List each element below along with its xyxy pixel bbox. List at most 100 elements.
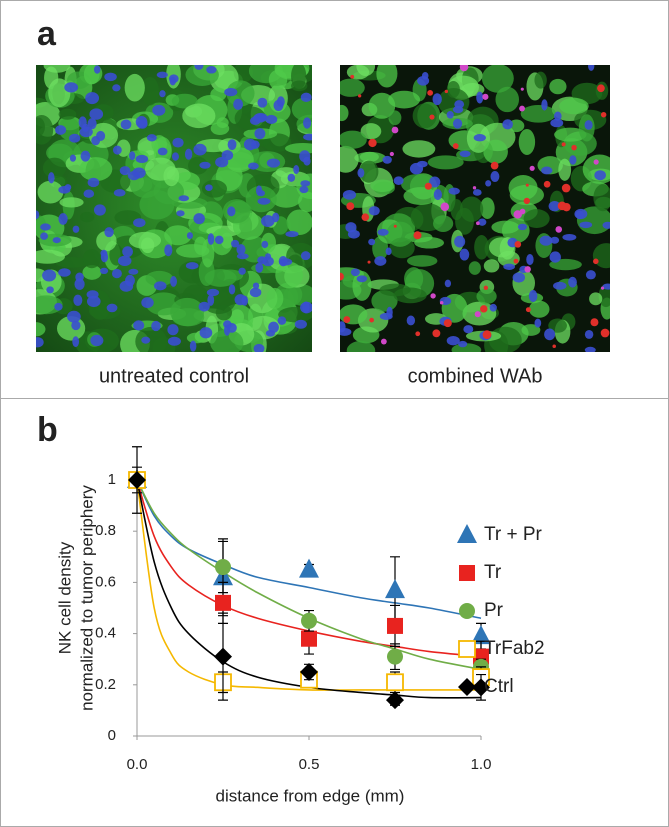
nk-cell bbox=[430, 293, 436, 299]
nucleus bbox=[170, 275, 177, 287]
nucleus bbox=[356, 275, 368, 283]
nucleus bbox=[476, 91, 484, 104]
nucleus bbox=[544, 328, 556, 341]
nucleus bbox=[417, 76, 430, 86]
nucleus bbox=[128, 268, 139, 275]
nk-cell bbox=[361, 213, 370, 221]
nk-cell bbox=[474, 311, 481, 318]
nucleus bbox=[368, 206, 380, 216]
nucleus bbox=[294, 319, 307, 329]
nk-cell bbox=[525, 307, 531, 313]
cell bbox=[42, 157, 67, 179]
nucleus bbox=[228, 284, 236, 295]
caption: combined WAb bbox=[408, 365, 543, 387]
nucleus bbox=[206, 288, 220, 297]
nucleus bbox=[503, 263, 515, 270]
nucleus bbox=[52, 237, 61, 244]
nucleus bbox=[478, 218, 487, 226]
nucleus bbox=[151, 320, 161, 332]
nucleus bbox=[253, 343, 265, 352]
cell bbox=[518, 128, 536, 155]
nk-cell bbox=[513, 258, 519, 264]
nucleus bbox=[207, 233, 215, 245]
nucleus bbox=[534, 318, 542, 328]
nucleus bbox=[69, 154, 77, 162]
nk-cell bbox=[597, 84, 605, 93]
nucleus bbox=[104, 72, 117, 82]
nucleus bbox=[268, 321, 279, 333]
nk-cell bbox=[543, 180, 551, 188]
nucleus bbox=[135, 116, 148, 128]
nk-cell bbox=[561, 183, 571, 193]
nucleus bbox=[106, 303, 118, 313]
legend-label: Pr bbox=[484, 600, 504, 621]
nucleus bbox=[86, 295, 101, 308]
nucleus bbox=[459, 150, 471, 158]
fit-curve bbox=[136, 479, 482, 620]
nucleus bbox=[71, 320, 81, 331]
nucleus bbox=[549, 251, 561, 263]
nk-cell bbox=[343, 316, 351, 323]
cell bbox=[170, 297, 205, 327]
cell bbox=[164, 225, 192, 246]
nucleus bbox=[141, 336, 151, 344]
nucleus bbox=[429, 176, 441, 188]
nk-cell bbox=[350, 74, 355, 79]
nucleus bbox=[227, 206, 236, 217]
cell bbox=[402, 140, 436, 158]
nk-cell bbox=[523, 197, 530, 205]
nucleus bbox=[157, 147, 168, 156]
nucleus bbox=[100, 252, 109, 263]
nucleus bbox=[205, 184, 213, 191]
cell bbox=[210, 329, 244, 352]
cell bbox=[495, 86, 520, 113]
nucleus bbox=[119, 166, 131, 176]
cell bbox=[483, 259, 500, 273]
cell bbox=[393, 287, 427, 304]
legend-marker bbox=[458, 640, 476, 658]
nucleus bbox=[69, 133, 81, 143]
cell bbox=[508, 175, 538, 201]
nucleus bbox=[87, 118, 97, 130]
cell bbox=[82, 249, 101, 269]
nucleus bbox=[300, 251, 311, 261]
nucleus bbox=[54, 302, 63, 311]
cell bbox=[521, 324, 541, 336]
nucleus bbox=[164, 244, 173, 257]
nucleus bbox=[236, 244, 246, 255]
nucleus bbox=[194, 65, 204, 70]
nk-cell bbox=[524, 266, 531, 273]
nucleus bbox=[285, 231, 299, 238]
y-tick-label: 0.6 bbox=[95, 573, 116, 590]
nucleus bbox=[252, 113, 267, 123]
nk-cell bbox=[346, 202, 355, 211]
point bbox=[299, 558, 319, 578]
nucleus bbox=[300, 92, 312, 102]
nucleus bbox=[40, 223, 51, 231]
cell bbox=[549, 78, 567, 95]
cell bbox=[144, 157, 176, 181]
point bbox=[301, 612, 317, 629]
nucleus bbox=[193, 213, 205, 225]
nk-cell bbox=[427, 90, 434, 96]
nucleus bbox=[473, 134, 486, 142]
nk-cell bbox=[482, 93, 489, 100]
nucleus bbox=[350, 268, 360, 277]
nucleus bbox=[256, 185, 263, 196]
legend-marker bbox=[458, 678, 476, 696]
nucleus bbox=[406, 315, 416, 326]
nk-cell bbox=[519, 105, 525, 112]
nucleus bbox=[257, 256, 267, 265]
y-tick-label: 0.4 bbox=[95, 625, 116, 642]
cell bbox=[520, 104, 557, 123]
x-tick-label: 0.0 bbox=[127, 756, 148, 773]
nucleus bbox=[89, 108, 104, 120]
cell bbox=[226, 80, 255, 107]
point bbox=[385, 579, 405, 599]
cell bbox=[404, 267, 424, 291]
nucleus bbox=[550, 236, 560, 244]
nucleus bbox=[569, 155, 577, 165]
cell bbox=[450, 198, 463, 221]
nk-cell bbox=[393, 224, 397, 228]
